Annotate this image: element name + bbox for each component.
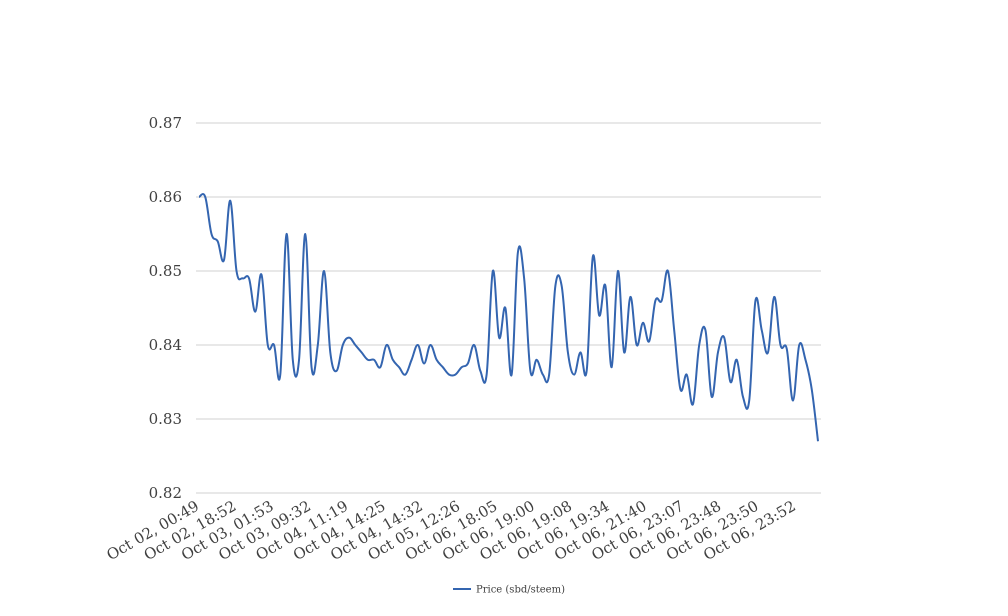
y-tick-label: 0.85: [149, 262, 182, 280]
series-line-price: [198, 193, 819, 442]
legend: Price (sbd/steem): [453, 585, 565, 596]
y-tick-label: 0.82: [149, 484, 182, 502]
legend-label: Price (sbd/steem): [476, 585, 565, 596]
y-tick-label: 0.84: [149, 336, 182, 354]
y-tick-label: 0.83: [149, 410, 182, 428]
y-axis-tick-labels: 0.82 0.83 0.84 0.85 0.86 0.87: [149, 114, 182, 502]
series-lines: [198, 193, 819, 442]
y-tick-label: 0.87: [149, 114, 182, 132]
y-tick-label: 0.86: [149, 188, 182, 206]
